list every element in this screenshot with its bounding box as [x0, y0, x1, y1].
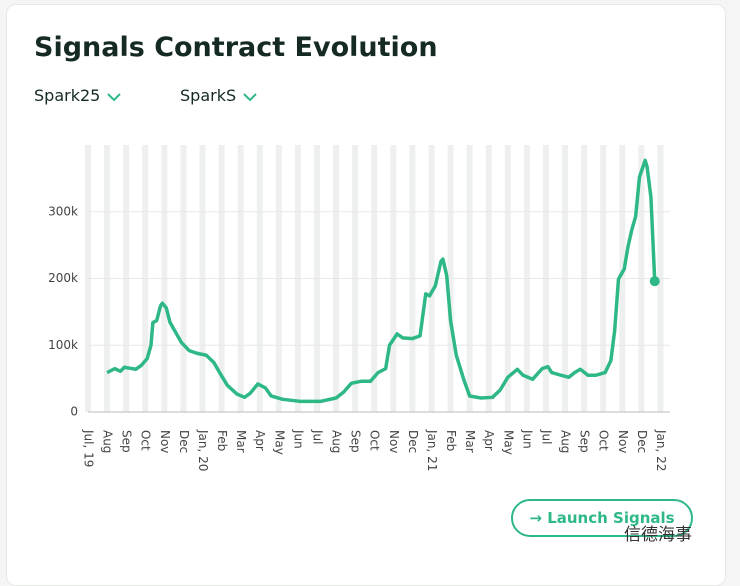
y-tick-label: 300k [48, 204, 78, 218]
chevron [107, 92, 122, 101]
watermark: 信德海事 [624, 525, 692, 545]
x-tick-label: Apr [253, 430, 267, 451]
line [106, 158, 657, 404]
x-tick-label: Jun [520, 429, 534, 449]
x-tick-label: Sep [349, 430, 363, 453]
dropdown-label: SparkS [180, 86, 237, 105]
x-tick-label: Feb [444, 430, 458, 451]
end-point [649, 276, 660, 287]
x-tick-label: Jan, 20 [196, 429, 210, 471]
x-tick-label: Sep [578, 430, 592, 453]
x-tick-label: Jan, 22 [654, 429, 668, 471]
x-tick-label: Nov [158, 430, 172, 453]
x-tick-label: Oct [139, 430, 153, 451]
x-tick-label: Jan, 21 [425, 429, 439, 471]
dropdown-label: Spark25 [34, 86, 101, 105]
chevron [243, 92, 257, 101]
x-tick-label: Dec [177, 430, 191, 453]
x-tick-label: Jul [310, 429, 324, 444]
dropdown[interactable]: SparkS [180, 86, 258, 105]
x-tick-label: Jul, 19 [82, 429, 96, 467]
x-tick-label: Aug [101, 430, 115, 453]
y-tick-label: 100k [48, 338, 78, 352]
x-tick-label: May [501, 430, 515, 455]
chart: Jul, 19 Aug Sep Oct Nov Dec Jan, 20 Feb Mar Apr Ma… [48, 145, 670, 471]
x-tick-label: Apr [482, 430, 496, 451]
x-tick-label: Feb [215, 430, 229, 451]
x-tick-label: Nov [387, 430, 401, 453]
x-tick-label: Sep [120, 430, 134, 453]
x-tick-label: Jul [539, 429, 553, 444]
x-tick-label: Aug [330, 430, 344, 453]
launch-button[interactable]: → Launch Signals [511, 499, 693, 537]
x-tick-label: May [272, 430, 286, 455]
x-tick-label: Dec [635, 430, 649, 453]
x-tick-label: Aug [559, 430, 573, 453]
x-tick-label: Jun [291, 429, 305, 449]
x-tick-label: Oct [597, 430, 611, 451]
x-tick-label: Dec [406, 430, 420, 453]
y-tick-label: 200k [48, 271, 78, 285]
y-tick-label: 0 [70, 405, 78, 419]
button-label: Launch Signals [547, 509, 675, 527]
dropdown[interactable]: Spark25 [34, 86, 122, 105]
x-tick-label: Mar [463, 430, 477, 453]
x-tick-label: Nov [616, 430, 630, 453]
x-tick-label: Mar [234, 430, 248, 453]
title: Signals Contract Evolution [34, 32, 438, 63]
x-tick-label: Oct [368, 430, 382, 451]
